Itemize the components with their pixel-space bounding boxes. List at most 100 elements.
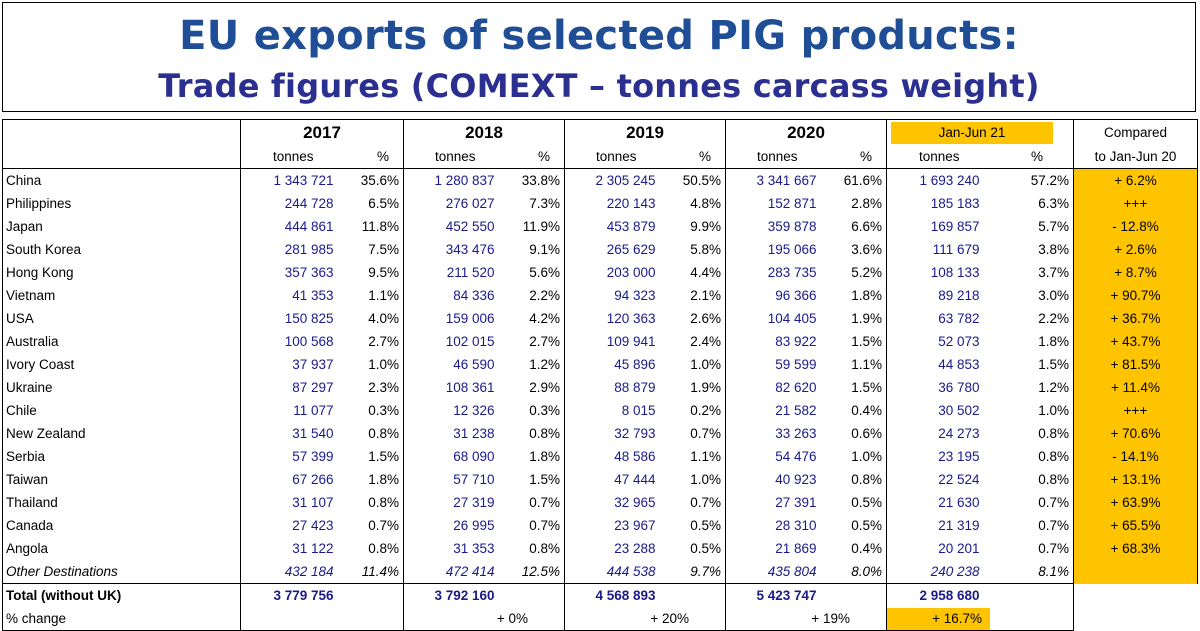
share-value: 6.3%: [991, 192, 1074, 215]
table-row: China 1 343 721 35.6% 1 280 837 33.8% 2 305 2…: [2, 168, 1198, 192]
share-value: 4.2%: [529, 310, 560, 326]
share-value: 5.8%: [690, 241, 721, 257]
share-value: 1.5%: [529, 471, 560, 487]
tonnes-value: 23 288: [564, 537, 668, 560]
header-blank: [2, 119, 241, 146]
share-value: 1.5%: [991, 353, 1074, 376]
table-row: Angola 31 122 0.8% 31 353 0.8% 23 288 0.5% 21 8…: [2, 537, 1198, 560]
share-value: 1.0%: [991, 399, 1074, 422]
compared-value: + 6.2%: [1073, 168, 1198, 192]
header-compared: Compared: [1073, 119, 1198, 146]
share-value: 33.8%: [521, 172, 560, 188]
share-value: 0.8%: [851, 471, 882, 487]
header-year-2019: 2019: [564, 119, 726, 146]
share-value: 6.6%: [851, 218, 882, 234]
share-value: 0.5%: [690, 540, 721, 556]
empty-cell: [1073, 607, 1198, 631]
tonnes-value: 33 263: [725, 422, 829, 445]
share-value: 2.7%: [368, 333, 399, 349]
table-row: Australia 100 568 2.7% 102 015 2.7% 109 941 2.…: [2, 330, 1198, 353]
tonnes-value: 47 444: [564, 468, 668, 491]
share-value: 0.8%: [368, 425, 399, 441]
share-value: 57.2%: [991, 168, 1074, 192]
table-row: USA 150 825 4.0% 159 006 4.2% 120 363 2.6% 104 …: [2, 307, 1198, 330]
share-value: 2.8%: [851, 195, 882, 211]
tonnes-value: 169 857: [886, 215, 992, 238]
share-value: 9.7%: [690, 563, 721, 579]
share-value: 0.3%: [529, 402, 560, 418]
share-value: 7.3%: [529, 195, 560, 211]
tonnes-value: 45 896: [564, 353, 668, 376]
tonnes-value: 89 218: [886, 284, 992, 307]
tonnes-value: 444 538: [564, 560, 668, 584]
header-year-2017: 2017: [240, 119, 404, 146]
total-value: 4 568 893: [564, 583, 668, 607]
tonnes-value: 102 015: [403, 330, 507, 353]
tonnes-value: 108 133: [886, 261, 992, 284]
tonnes-value: 265 629: [564, 238, 668, 261]
tonnes-value: 26 995: [403, 514, 507, 537]
share-value: 0.8%: [991, 445, 1074, 468]
share-value: 0.7%: [991, 491, 1074, 514]
main-title: EU exports of selected PIG products:: [179, 13, 1019, 59]
tonnes-value: 32 965: [564, 491, 668, 514]
tonnes-value: 472 414: [403, 560, 507, 584]
share-value: 0.8%: [529, 540, 560, 556]
share-value: 9.1%: [529, 241, 560, 257]
table-row: Taiwan 67 266 1.8% 57 710 1.5% 47 444 1.0% 40 9…: [2, 468, 1198, 491]
country-name: Ukraine: [2, 376, 241, 399]
table-row: Ivory Coast 37 937 1.0% 46 590 1.2% 45 896 1.0…: [2, 353, 1198, 376]
share-value: 0.4%: [851, 540, 882, 556]
compared-value: + 81.5%: [1073, 353, 1198, 376]
table-row: Vietnam 41 353 1.1% 84 336 2.2% 94 323 2.1% 96 …: [2, 284, 1198, 307]
tonnes-value: 21 319: [886, 514, 992, 537]
change-value-cell: + 16.7%: [886, 607, 1074, 631]
table-row: Ukraine 87 297 2.3% 108 361 2.9% 88 879 1.9% 82…: [2, 376, 1198, 399]
table-row: New Zealand 31 540 0.8% 31 238 0.8% 32 793 0.7…: [2, 422, 1198, 445]
change-value-highlight: + 16.7%: [887, 607, 990, 630]
tonnes-value: 1 280 837: [403, 168, 507, 192]
tonnes-value: 281 985: [240, 238, 346, 261]
country-name: Other Destinations: [2, 560, 241, 584]
tonnes-value: 46 590: [403, 353, 507, 376]
tonnes-value: 244 728: [240, 192, 346, 215]
tonnes-value: 48 586: [564, 445, 668, 468]
share-value: 50.5%: [682, 172, 721, 188]
share-value: 1.1%: [851, 356, 882, 372]
share-value: 1.8%: [851, 287, 882, 303]
share-value: 1.0%: [690, 471, 721, 487]
share-value: 0.8%: [368, 540, 399, 556]
compared-value: + 65.5%: [1073, 514, 1198, 537]
share-value: 5.7%: [991, 215, 1074, 238]
share-value: 61.6%: [843, 172, 882, 188]
share-value: 2.4%: [690, 333, 721, 349]
share-value: 0.3%: [368, 402, 399, 418]
share-value: 2.2%: [991, 307, 1074, 330]
share-value: 6.5%: [368, 195, 399, 211]
pct-label: %: [506, 146, 565, 169]
change-value: + 20%: [564, 607, 726, 631]
header-jan-jun-21-cell: Jan-Jun 21: [886, 119, 1074, 146]
share-value: 0.5%: [851, 494, 882, 510]
empty-cell: [991, 583, 1074, 607]
tonnes-value: 159 006: [403, 307, 507, 330]
country-name: China: [2, 168, 241, 192]
tonnes-value: 150 825: [240, 307, 346, 330]
tonnes-value: 211 520: [403, 261, 507, 284]
share-value: 0.4%: [851, 402, 882, 418]
tonnes-value: 100 568: [240, 330, 346, 353]
compared-value: +++: [1073, 192, 1198, 215]
share-value: 8.0%: [851, 563, 882, 579]
pct-label: %: [828, 146, 887, 169]
total-value: 3 779 756: [240, 583, 346, 607]
unit-label: tonnes: [564, 146, 668, 169]
total-value: 5 423 747: [725, 583, 829, 607]
empty-cell: [506, 583, 565, 607]
tonnes-value: 444 861: [240, 215, 346, 238]
tonnes-value: 87 297: [240, 376, 346, 399]
share-value: 2.6%: [690, 310, 721, 326]
share-value: 0.8%: [529, 425, 560, 441]
country-name: Serbia: [2, 445, 241, 468]
tonnes-value: 452 550: [403, 215, 507, 238]
tonnes-value: 84 336: [403, 284, 507, 307]
